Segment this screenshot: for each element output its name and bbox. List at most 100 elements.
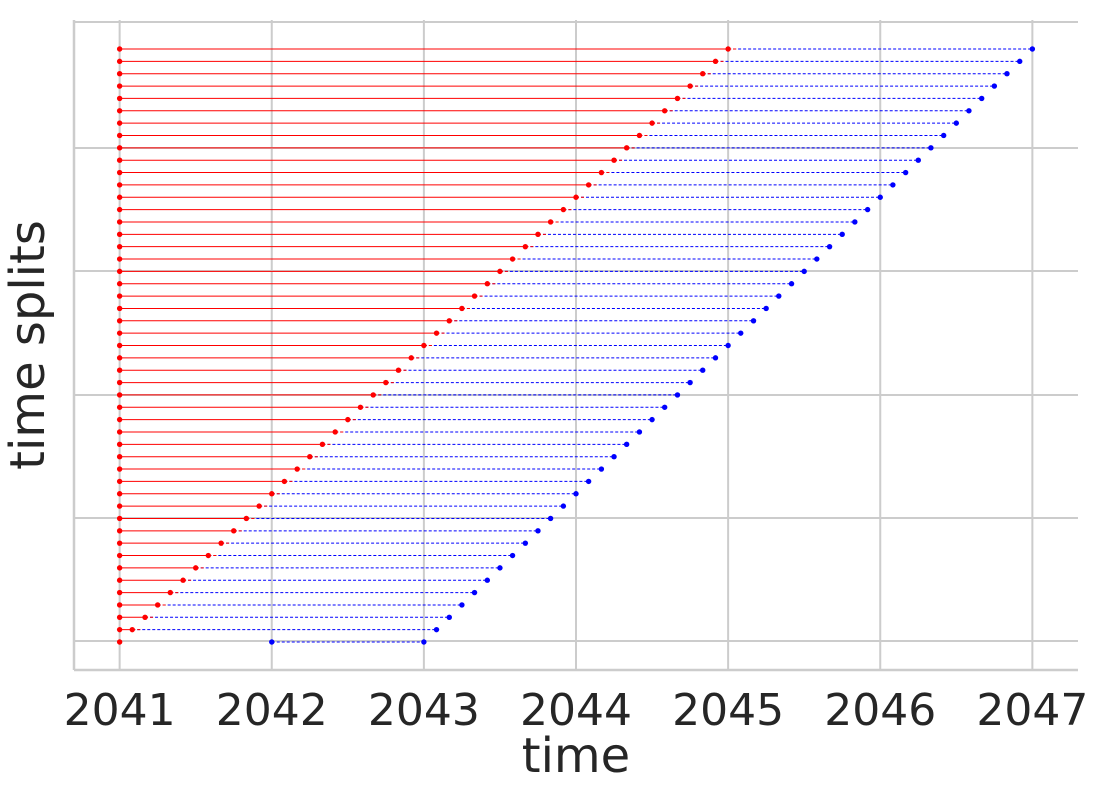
test-end-point — [826, 243, 833, 250]
train-start-point — [116, 491, 123, 497]
test-end-point — [509, 552, 516, 559]
test-end-point — [1004, 71, 1010, 77]
train-start-point — [116, 268, 123, 275]
test-end-point — [661, 404, 668, 410]
test-end-point — [700, 367, 706, 373]
train-start-point — [116, 552, 123, 559]
train-start-point — [116, 231, 123, 238]
train-start-point — [116, 293, 123, 299]
test-end-point — [1029, 46, 1036, 52]
train-end-point — [231, 528, 237, 534]
train-end-point — [421, 342, 427, 349]
test-end-point — [864, 206, 871, 213]
train-end-point — [700, 71, 706, 77]
test-end-point — [421, 639, 427, 645]
train-start-point — [116, 626, 123, 633]
test-end-point — [991, 83, 998, 89]
test-end-point — [471, 589, 478, 596]
train-end-point — [661, 108, 668, 114]
train-end-point — [154, 602, 161, 608]
test-end-point — [814, 256, 820, 262]
train-end-point — [547, 219, 554, 225]
train-start-point — [116, 342, 123, 349]
train-end-point — [256, 503, 262, 509]
train-end-point — [408, 355, 414, 361]
test-start-point — [269, 639, 275, 645]
train-start-point — [116, 466, 123, 472]
test-end-point — [623, 441, 630, 448]
train-start-point — [116, 83, 123, 89]
train-start-point — [116, 256, 123, 262]
test-end-point — [953, 120, 960, 126]
train-start-point — [116, 503, 123, 509]
train-start-point — [116, 639, 123, 645]
train-end-point — [509, 256, 516, 262]
train-start-point — [116, 392, 123, 398]
train-end-point — [573, 194, 579, 200]
test-end-point — [674, 392, 681, 398]
train-end-point — [319, 441, 326, 448]
train-start-point — [116, 589, 123, 596]
train-end-point — [269, 491, 275, 497]
test-end-point — [611, 453, 617, 460]
x-tick-label: 2045 — [672, 685, 784, 736]
test-end-point — [979, 95, 985, 102]
test-end-point — [522, 540, 529, 546]
train-end-point — [218, 540, 224, 546]
train-start-point — [116, 145, 123, 151]
train-end-point — [205, 552, 212, 559]
train-end-point — [294, 466, 300, 472]
train-end-point — [395, 367, 402, 373]
train-start-point — [116, 108, 123, 114]
test-end-point — [1017, 58, 1023, 65]
train-end-point — [446, 318, 452, 324]
train-end-point — [497, 268, 503, 275]
train-start-point — [116, 515, 123, 522]
train-start-point — [116, 379, 123, 386]
test-end-point — [928, 145, 934, 151]
test-end-point — [497, 565, 503, 571]
train-end-point — [332, 429, 338, 435]
test-end-point — [902, 169, 909, 176]
axes-spines — [72, 20, 1078, 672]
test-end-point — [852, 219, 858, 225]
train-end-point — [357, 404, 364, 410]
test-end-point — [890, 182, 896, 188]
test-end-point — [940, 132, 947, 139]
test-end-point — [725, 342, 731, 349]
train-end-point — [243, 515, 250, 522]
train-start-point — [116, 58, 123, 65]
train-start-point — [116, 528, 123, 534]
train-end-point — [307, 453, 313, 460]
train-start-point — [116, 219, 123, 225]
train-end-point — [383, 379, 389, 386]
x-tick-label: 2042 — [216, 685, 328, 736]
test-end-point — [687, 379, 693, 386]
y-axis-label: time splits — [0, 220, 56, 470]
train-end-point — [471, 293, 478, 299]
test-end-point — [788, 281, 795, 287]
test-end-point — [585, 478, 592, 485]
train-start-point — [116, 330, 123, 336]
split-points — [116, 46, 1036, 645]
test-end-point — [535, 528, 541, 534]
test-end-point — [839, 231, 845, 238]
train-end-point — [623, 145, 630, 151]
train-start-point — [116, 71, 123, 77]
train-start-point — [116, 169, 123, 176]
test-end-point — [750, 318, 757, 324]
x-axis-label: time — [522, 728, 630, 784]
train-end-point — [281, 478, 288, 485]
test-end-point — [915, 157, 921, 163]
train-end-point — [370, 392, 376, 398]
train-start-point — [116, 441, 123, 448]
train-start-point — [116, 355, 123, 361]
train-start-point — [116, 565, 123, 571]
test-end-point — [459, 602, 465, 608]
train-start-point — [116, 281, 123, 287]
test-end-point — [484, 577, 491, 583]
test-end-point — [966, 108, 972, 114]
x-tick-label: 2047 — [976, 685, 1088, 736]
train-end-point — [674, 95, 681, 102]
train-start-point — [116, 95, 123, 102]
